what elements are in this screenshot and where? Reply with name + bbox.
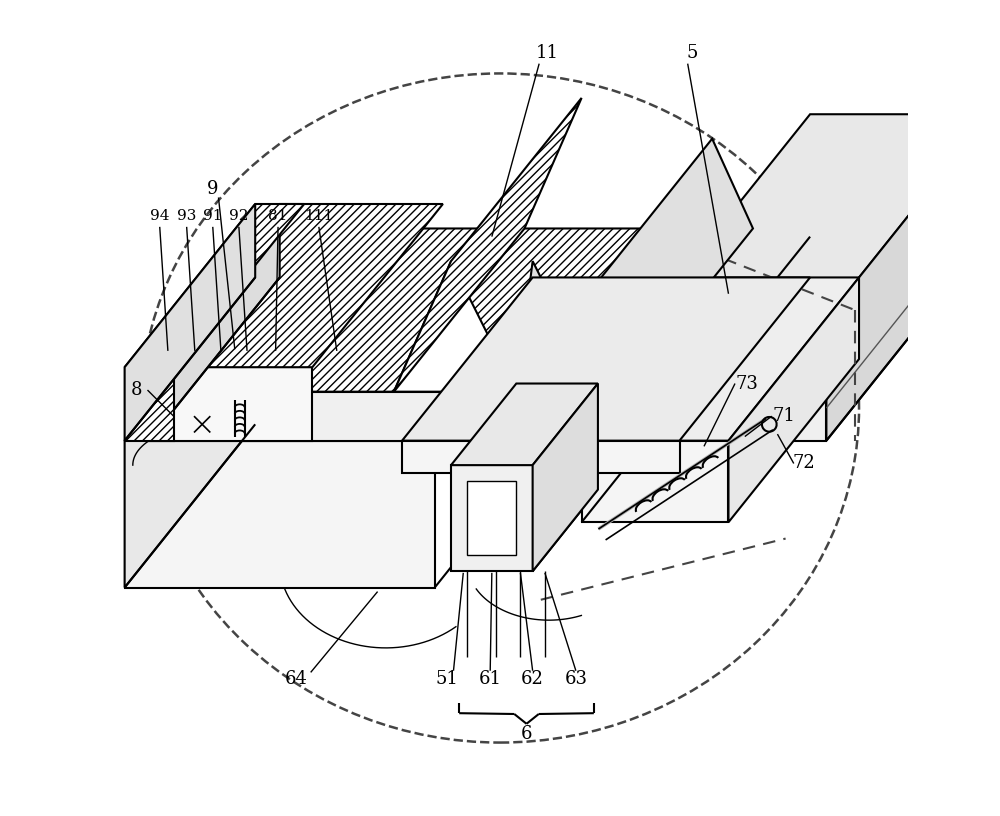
Text: 81: 81 xyxy=(268,209,288,224)
Polygon shape xyxy=(125,367,174,441)
Polygon shape xyxy=(582,277,859,441)
Polygon shape xyxy=(647,114,990,318)
Text: 64: 64 xyxy=(285,670,307,688)
Text: 73: 73 xyxy=(736,375,759,392)
Polygon shape xyxy=(582,441,728,522)
Polygon shape xyxy=(125,441,435,588)
Polygon shape xyxy=(402,441,680,473)
Polygon shape xyxy=(582,139,753,392)
Polygon shape xyxy=(125,277,255,588)
Polygon shape xyxy=(516,261,598,392)
Polygon shape xyxy=(451,384,598,465)
Polygon shape xyxy=(394,261,516,392)
Polygon shape xyxy=(149,392,769,441)
Text: 111: 111 xyxy=(304,209,333,224)
Text: 71: 71 xyxy=(773,407,795,425)
Polygon shape xyxy=(533,384,598,571)
Text: 62: 62 xyxy=(521,670,544,688)
Polygon shape xyxy=(647,318,826,441)
Text: 11: 11 xyxy=(536,44,559,62)
Polygon shape xyxy=(125,204,255,441)
Text: 5: 5 xyxy=(686,44,697,62)
Text: 63: 63 xyxy=(564,670,587,688)
Text: 51: 51 xyxy=(436,670,458,688)
Polygon shape xyxy=(149,228,280,441)
Polygon shape xyxy=(728,277,859,522)
Polygon shape xyxy=(149,367,312,441)
Text: 92: 92 xyxy=(229,209,249,224)
Polygon shape xyxy=(149,228,900,392)
Polygon shape xyxy=(541,302,622,392)
Polygon shape xyxy=(125,277,565,441)
Text: 94: 94 xyxy=(150,209,169,224)
Text: 91: 91 xyxy=(203,209,223,224)
Polygon shape xyxy=(826,114,990,441)
Text: 8: 8 xyxy=(131,381,143,399)
Polygon shape xyxy=(394,98,582,392)
Polygon shape xyxy=(149,204,443,367)
Polygon shape xyxy=(451,465,533,571)
Text: 93: 93 xyxy=(177,209,196,224)
Polygon shape xyxy=(125,204,304,367)
Text: 9: 9 xyxy=(207,180,219,198)
Text: 61: 61 xyxy=(479,670,502,688)
Polygon shape xyxy=(467,481,516,555)
Polygon shape xyxy=(149,204,280,441)
Text: 72: 72 xyxy=(793,455,816,472)
Text: 6: 6 xyxy=(521,725,532,743)
Polygon shape xyxy=(402,277,810,441)
